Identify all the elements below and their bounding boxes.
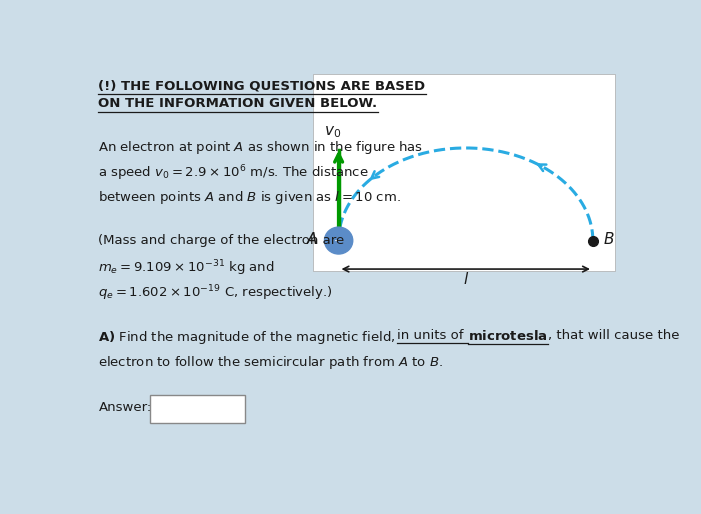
Ellipse shape — [325, 227, 353, 254]
Text: An electron at point $A$ as shown in the figure has: An electron at point $A$ as shown in the… — [98, 139, 423, 156]
Text: ON THE INFORMATION GIVEN BELOW.: ON THE INFORMATION GIVEN BELOW. — [98, 97, 378, 111]
Text: a speed $v_0 = 2.9 \times 10^6$ m/s. The distance: a speed $v_0 = 2.9 \times 10^6$ m/s. The… — [98, 164, 369, 183]
Text: $-$: $-$ — [333, 234, 344, 247]
Text: electron to follow the semicircular path from $A$ to $B$.: electron to follow the semicircular path… — [98, 354, 443, 371]
FancyBboxPatch shape — [313, 74, 615, 271]
Text: (!) THE FOLLOWING QUESTIONS ARE BASED: (!) THE FOLLOWING QUESTIONS ARE BASED — [98, 80, 426, 93]
Text: $A$: $A$ — [306, 231, 318, 247]
Text: $v_0$: $v_0$ — [324, 125, 341, 140]
Text: (Mass and charge of the electron are: (Mass and charge of the electron are — [98, 234, 345, 247]
Text: Answer:: Answer: — [98, 401, 151, 414]
Text: $\mathbf{A)}$ Find the magnitude of the magnetic field,: $\mathbf{A)}$ Find the magnitude of the … — [98, 329, 397, 346]
Text: in units of: in units of — [397, 329, 468, 342]
Text: $l$: $l$ — [463, 271, 469, 287]
Text: $\mathbf{microtesla}$: $\mathbf{microtesla}$ — [468, 329, 547, 343]
Text: $q_e = 1.602 \times 10^{-19}$ C, respectively.): $q_e = 1.602 \times 10^{-19}$ C, respect… — [98, 284, 333, 303]
Text: $B$: $B$ — [603, 231, 614, 247]
Text: , that will cause the: , that will cause the — [547, 329, 679, 342]
FancyBboxPatch shape — [150, 395, 245, 423]
Text: $m_e = 9.109 \times 10^{-31}$ kg and: $m_e = 9.109 \times 10^{-31}$ kg and — [98, 259, 275, 279]
Text: between points $A$ and $B$ is given as $l = 10$ cm.: between points $A$ and $B$ is given as $… — [98, 189, 401, 206]
